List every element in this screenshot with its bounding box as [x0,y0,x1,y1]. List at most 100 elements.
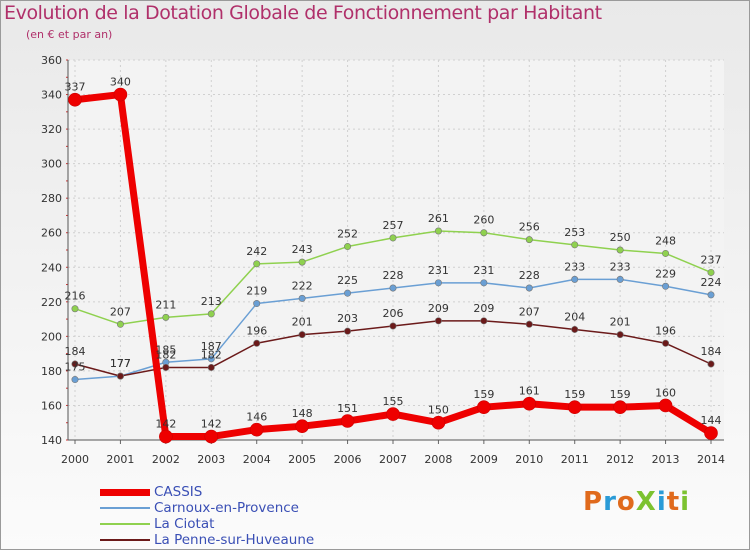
data-label-cassis: 159 [610,388,631,401]
legend-swatch [100,488,150,496]
data-point-carnoux-en-provence [616,275,624,283]
legend-label: Carnoux-en-Provence [154,500,299,516]
y-tick-label: 220 [41,296,62,309]
data-label-cassis: 340 [110,76,131,89]
data-point-cassis [522,396,537,411]
data-point-carnoux-en-provence [71,376,79,384]
data-label-la-penne-sur-huveaune: 209 [473,302,494,315]
data-label-la-penne-sur-huveaune: 177 [110,357,131,370]
data-point-la-ciotat [707,268,715,276]
data-label-carnoux-en-provence: 231 [473,264,494,277]
data-label-la-ciotat: 261 [428,212,449,225]
legend-item-la-penne-sur-huveaune: La Penne-sur-Huveaune [100,532,314,548]
data-point-cassis [431,415,446,430]
data-label-carnoux-en-provence: 224 [701,276,722,289]
data-label-carnoux-en-provence: 222 [292,279,313,292]
data-point-la-ciotat [480,229,488,237]
data-label-cassis: 150 [428,404,449,417]
data-point-cassis [204,429,219,444]
data-label-cassis: 148 [292,407,313,420]
data-point-carnoux-en-provence [389,284,397,292]
data-point-la-ciotat [389,234,397,242]
data-label-la-ciotat: 213 [201,295,222,308]
data-label-carnoux-en-provence: 175 [65,361,86,374]
x-tick-label: 2005 [288,453,316,466]
data-point-la-penne-sur-huveaune [389,322,397,330]
data-label-cassis: 337 [65,81,86,94]
y-tick-label: 200 [41,330,62,343]
data-point-cassis [68,92,82,107]
data-point-cassis [567,400,582,414]
data-label-carnoux-en-provence: 228 [519,269,540,282]
data-point-la-penne-sur-huveaune [707,360,715,368]
legend-item-carnoux-en-provence: Carnoux-en-Provence [100,500,314,516]
data-point-la-ciotat [116,320,124,328]
data-label-carnoux-en-provence: 228 [383,269,404,282]
data-point-cassis [658,398,673,413]
x-tick-label: 2002 [152,453,180,466]
data-point-carnoux-en-provence [253,300,261,308]
data-point-carnoux-en-provence [480,279,488,287]
data-point-la-ciotat [71,305,79,313]
data-point-cassis [386,407,400,421]
data-point-carnoux-en-provence [434,279,442,287]
x-tick-label: 2004 [243,453,271,466]
data-point-carnoux-en-provence [525,284,533,292]
data-label-la-penne-sur-huveaune: 196 [246,324,267,337]
data-point-cassis [477,400,491,414]
data-label-cassis: 146 [246,411,267,424]
data-point-cassis [249,422,264,437]
data-label-la-ciotat: 256 [519,221,540,234]
data-point-la-ciotat [162,313,170,321]
x-tick-label: 2012 [606,453,634,466]
legend-item-la-ciotat: La Ciotat [100,516,314,532]
data-point-cassis [613,400,627,414]
data-label-la-ciotat: 260 [473,214,494,227]
data-label-carnoux-en-provence: 233 [610,260,631,273]
legend-swatch [100,539,150,541]
data-point-la-ciotat [344,243,352,251]
y-tick-label: 180 [41,365,62,378]
data-label-carnoux-en-provence: 231 [428,264,449,277]
data-point-la-ciotat [662,249,670,257]
data-label-carnoux-en-provence: 219 [246,285,267,298]
x-tick-label: 2000 [61,453,89,466]
data-point-carnoux-en-provence [707,291,715,299]
x-tick-label: 2009 [470,453,498,466]
data-label-cassis: 151 [337,402,358,415]
data-label-la-penne-sur-huveaune: 201 [610,316,631,329]
data-point-la-ciotat [616,246,624,254]
data-label-cassis: 142 [155,418,176,431]
x-tick-label: 2006 [334,453,362,466]
y-tick-label: 240 [41,261,62,274]
data-label-la-penne-sur-huveaune: 206 [383,307,404,320]
data-label-carnoux-en-provence: 233 [564,260,585,273]
data-point-la-penne-sur-huveaune [616,331,624,339]
data-label-la-penne-sur-huveaune: 182 [155,348,176,361]
data-point-la-penne-sur-huveaune [525,320,533,328]
data-label-la-penne-sur-huveaune: 196 [655,324,676,337]
data-label-cassis: 144 [701,414,722,427]
data-point-cassis [340,414,355,428]
data-point-carnoux-en-provence [344,289,352,297]
data-point-carnoux-en-provence [207,355,215,363]
data-label-la-penne-sur-huveaune: 204 [564,310,585,323]
data-label-cassis: 142 [201,418,222,431]
data-point-la-penne-sur-huveaune [207,363,215,371]
data-label-carnoux-en-provence: 225 [337,274,358,287]
data-label-carnoux-en-provence: 187 [201,340,222,353]
legend-swatch [100,507,150,509]
data-point-la-penne-sur-huveaune [480,317,488,325]
data-label-cassis: 159 [473,388,494,401]
data-point-la-ciotat [298,258,306,266]
y-tick-label: 140 [41,434,62,447]
data-label-cassis: 155 [383,395,404,408]
data-point-cassis [295,419,309,433]
data-label-la-ciotat: 237 [701,253,722,266]
x-tick-label: 2014 [697,453,725,466]
data-point-la-penne-sur-huveaune [253,339,261,347]
data-label-carnoux-en-provence: 229 [655,267,676,280]
data-point-la-ciotat [525,236,533,244]
data-label-la-penne-sur-huveaune: 209 [428,302,449,315]
